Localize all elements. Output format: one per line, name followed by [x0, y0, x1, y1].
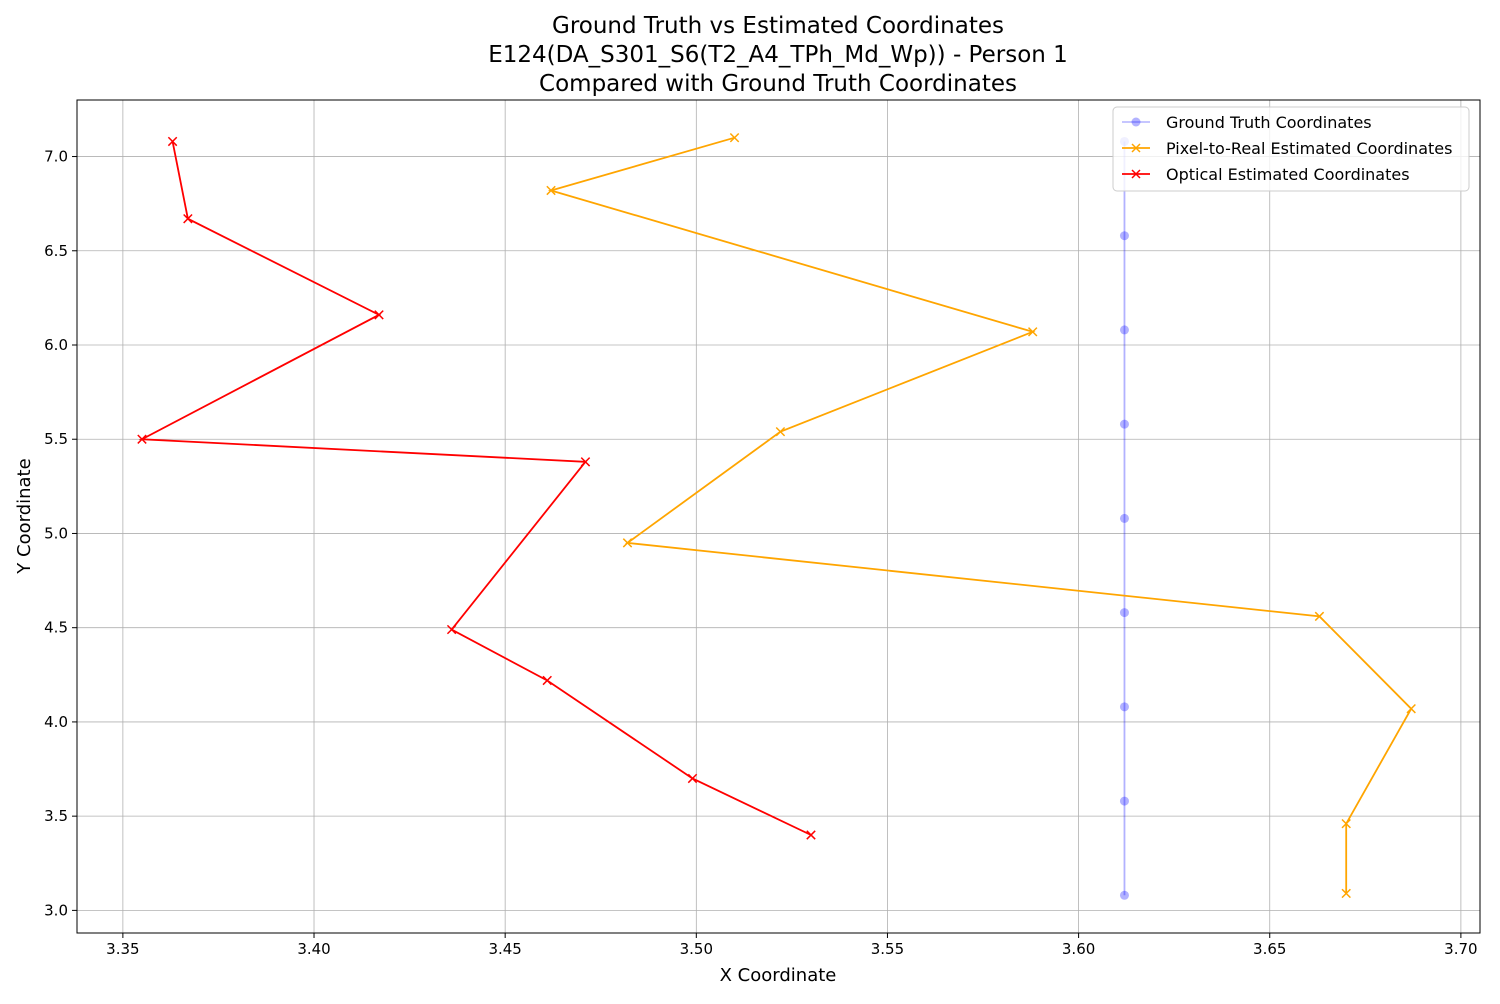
data-point-optical	[374, 310, 384, 320]
chart-title: Ground Truth vs Estimated Coordinates	[552, 13, 1004, 39]
data-point-optical	[446, 624, 457, 635]
data-point-ground-truth	[1119, 231, 1129, 241]
y-tick-label: 5.0	[44, 524, 68, 542]
y-tick-label: 6.5	[44, 242, 68, 260]
data-point-pixel-to-real	[1341, 888, 1351, 899]
data-point-optical	[580, 457, 591, 467]
x-tick-label: 3.50	[680, 940, 713, 958]
chart-subtitle-line-2: Compared with Ground Truth Coordinates	[539, 71, 1017, 97]
legend: Ground Truth Coordinates Pixel-to-Real E…	[1112, 106, 1470, 192]
data-point-pixel-to-real	[775, 426, 786, 437]
data-point-optical	[542, 675, 552, 686]
x-axis-label: X Coordinate	[720, 965, 837, 986]
y-tick-label: 4.5	[44, 619, 68, 637]
legend-box	[1112, 106, 1470, 192]
x-tick-label: 3.35	[106, 940, 139, 958]
data-point-ground-truth	[1119, 608, 1129, 618]
y-tick-label: 3.0	[44, 901, 68, 919]
data-point-ground-truth	[1119, 890, 1129, 900]
data-point-ground-truth	[1119, 419, 1129, 429]
plot-series	[137, 132, 1416, 900]
legend-label-ground-truth: Ground Truth Coordinates	[1166, 113, 1372, 132]
y-tick-label: 6.0	[44, 336, 68, 354]
data-point-optical	[806, 830, 816, 840]
data-point-pixel-to-real	[622, 538, 633, 548]
y-tick-label: 7.0	[44, 148, 68, 166]
x-tick-label: 3.60	[1062, 940, 1095, 958]
series-line-optical	[138, 141, 812, 836]
y-tick-label: 3.5	[44, 807, 68, 825]
x-tick-label: 3.55	[871, 940, 904, 958]
data-point-pixel-to-real	[1314, 611, 1325, 622]
data-point-pixel-to-real	[1406, 704, 1416, 714]
x-tick-label: 3.65	[1253, 940, 1286, 958]
axis-ticks: 3.35 3.40 3.45 3.50 3.55 3.60 3.65 3.70 3.0 3.5 4.…	[44, 148, 1477, 958]
y-tick-label: 4.0	[44, 713, 68, 731]
chart-subtitle-line-1: E124(DA_S301_S6(T2_A4_TPh_Md_Wp)) - Pers…	[488, 42, 1068, 68]
data-point-optical	[687, 773, 698, 784]
data-point-ground-truth	[1119, 796, 1129, 806]
y-tick-label: 5.5	[44, 430, 68, 448]
data-point-ground-truth	[1119, 513, 1129, 523]
grid	[77, 100, 1480, 933]
x-tick-label: 3.40	[297, 940, 330, 958]
data-point-pixel-to-real	[546, 185, 556, 196]
series-ground-truth	[1119, 136, 1129, 900]
data-point-pixel-to-real	[1027, 327, 1038, 337]
series-pixel-to-real	[546, 132, 1416, 899]
data-point-ground-truth	[1119, 325, 1129, 335]
data-point-optical	[137, 434, 147, 444]
legend-entry-ground-truth: Ground Truth Coordinates	[1122, 113, 1372, 132]
legend-label-optical: Optical Estimated Coordinates	[1166, 165, 1410, 184]
legend-entry-optical: Optical Estimated Coordinates	[1122, 165, 1410, 184]
data-point-optical	[183, 214, 193, 224]
series-optical	[137, 136, 816, 840]
plot-frame	[76, 99, 1481, 934]
x-tick-label: 3.45	[488, 940, 521, 958]
data-point-ground-truth	[1119, 702, 1129, 712]
x-tick-label: 3.70	[1444, 940, 1477, 958]
data-point-pixel-to-real	[1341, 818, 1351, 829]
legend-label-pixel-to-real: Pixel-to-Real Estimated Coordinates	[1166, 139, 1452, 158]
legend-entry-pixel-to-real: Pixel-to-Real Estimated Coordinates	[1122, 139, 1452, 158]
y-axis-label: Y Coordinate	[14, 458, 35, 574]
data-point-optical	[167, 136, 178, 147]
data-point-pixel-to-real	[729, 132, 740, 143]
